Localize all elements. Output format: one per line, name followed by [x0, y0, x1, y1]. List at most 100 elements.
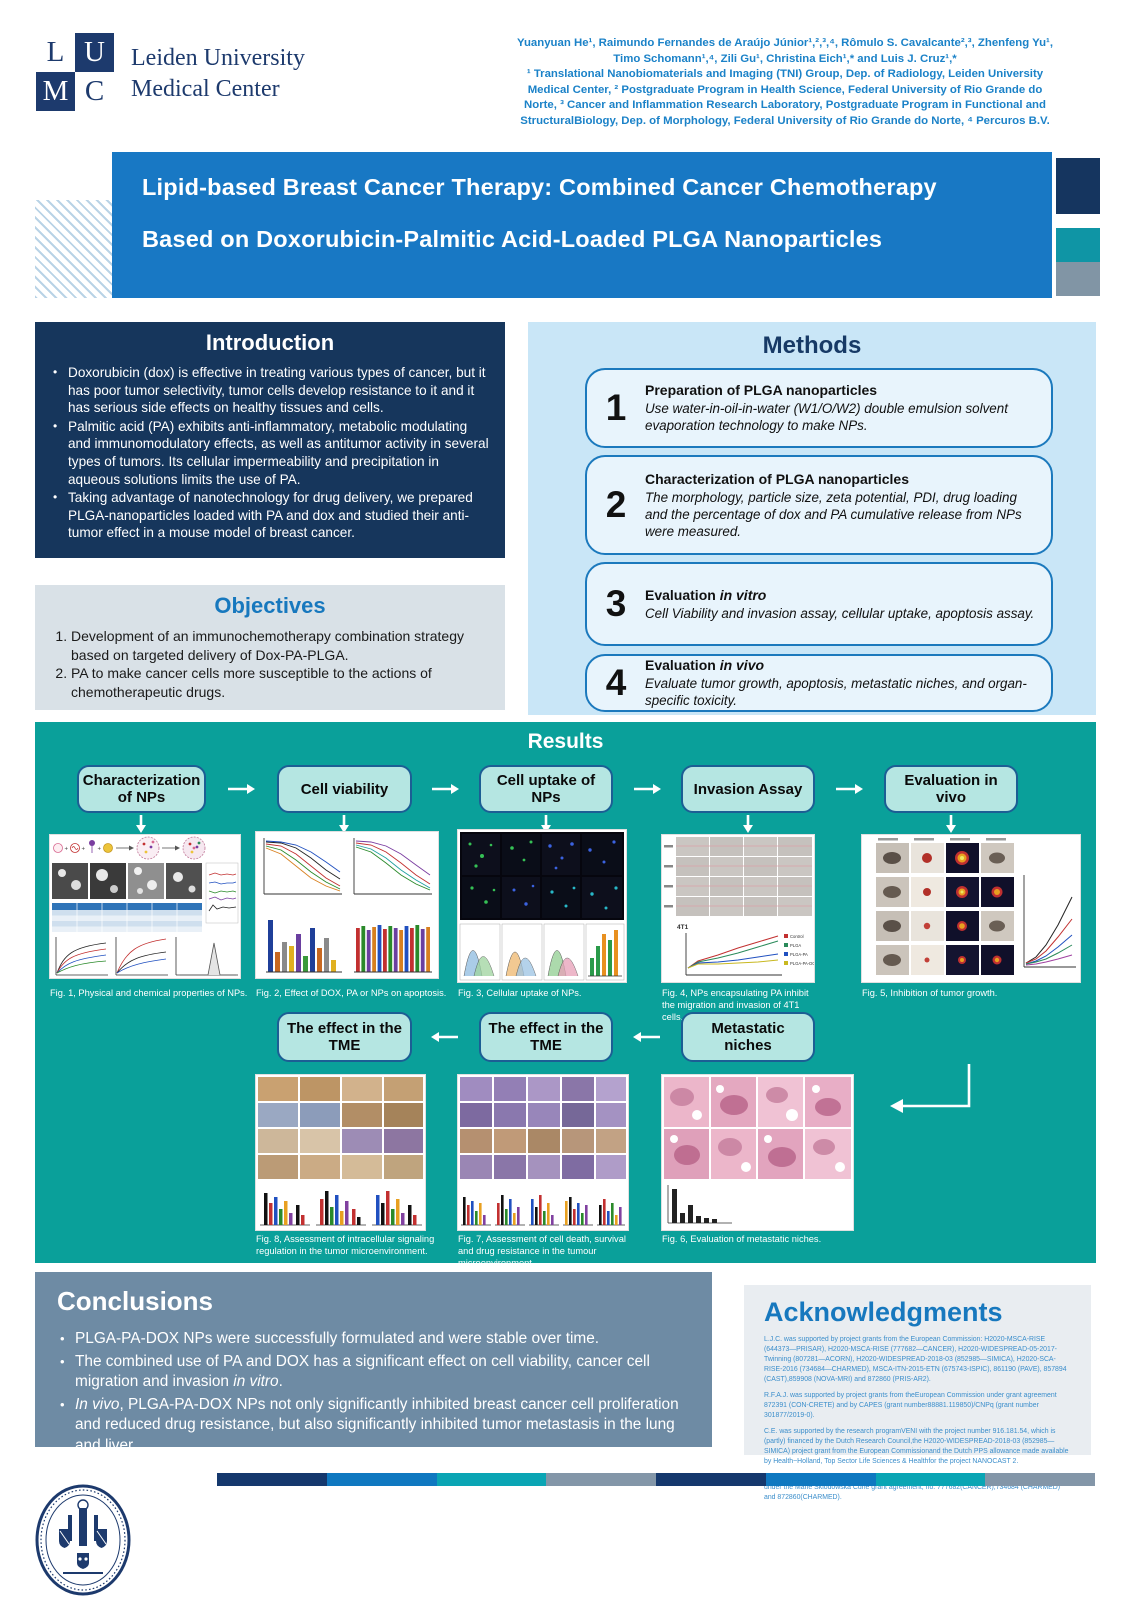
arrow-down-icon: [134, 815, 148, 839]
acknowledgments-paragraph: C.E. was supported by the research progr…: [764, 1428, 1069, 1465]
arrow-down-icon: [741, 815, 755, 839]
arrow-down-icon: [337, 815, 351, 839]
figure-8-panel: [256, 1075, 425, 1230]
conclusions-title: Conclusions: [57, 1286, 214, 1316]
lumc-logo-letter: L: [36, 33, 75, 72]
flow-box-effect-tme-1: The effect in the TME: [277, 1012, 412, 1062]
objectives-title: Objectives: [214, 593, 326, 618]
method-step-description: Use water-in-oil-in-water (W1/O/W2) doub…: [645, 401, 1008, 433]
banner-accent-square-gray: [1056, 262, 1100, 296]
method-step-title: Preparation of PLGA nanoparticles: [645, 382, 878, 398]
affiliations-line: ¹ Translational Nanobiomaterials and Ima…: [526, 68, 1044, 81]
fig4-legend-plga: PLGA: [790, 943, 801, 948]
figure-8-caption: Fig. 8, Assessment of intracellular sign…: [256, 1234, 435, 1256]
title-banner: Lipid-based Breast Cancer Therapy: Combi…: [112, 152, 1052, 298]
flow-box-invasion-assay: Invasion Assay: [681, 765, 815, 813]
introduction-bullet: Taking advantage of nanotechnology for d…: [51, 489, 489, 542]
figure-7-panel: [458, 1075, 628, 1230]
acknowledgments-title: Acknowledgments: [764, 1297, 1003, 1327]
fig4-cell-line-label: 4T1: [677, 924, 689, 931]
flow-box-evaluation-in-vivo: Evaluation in vivo: [884, 765, 1018, 813]
flow-box-effect-tme-2: The effect in the TME: [479, 1012, 613, 1062]
affiliations-line: StructuralBiology, Dep. of Morphology, F…: [520, 114, 1050, 127]
introduction-bullet: Doxorubicin (dox) is effective in treati…: [51, 364, 489, 417]
figure-2-caption: Fig. 2, Effect of DOX, PA or NPs on apop…: [256, 988, 447, 998]
introduction-list: Doxorubicin (dox) is effective in treati…: [51, 364, 489, 542]
arrow-elbow-left-icon: [887, 1062, 977, 1133]
figure-1-panel: + + +: [50, 835, 240, 978]
arrow-left-icon: [430, 1030, 460, 1049]
results-title: Results: [527, 730, 604, 753]
method-step-number: 2: [605, 484, 627, 525]
acknowledgments-paragraph: L.J.C. was supported by project grants f…: [764, 1336, 1067, 1383]
fig7-image: [460, 1077, 626, 1226]
objectives-item: PA to make cancer cells more susceptible…: [71, 664, 489, 701]
fig8-image: [258, 1077, 423, 1226]
conclusions-bullet: PLGA-PA-DOX NPs were successfully formul…: [57, 1329, 690, 1350]
arrow-down-icon: [539, 815, 553, 839]
conclusions-list: PLGA-PA-DOX NPs were successfully formul…: [57, 1329, 690, 1456]
lumc-logo-letter: C: [75, 72, 114, 111]
method-step-4: 4 Evaluation in vivo Evaluate tumor grow…: [585, 654, 1053, 712]
method-step-number: 3: [605, 583, 627, 624]
conclusions-bullet: In vivo, PLGA-PA-DOX NPs not only signif…: [57, 1395, 690, 1457]
objectives-item: Development of an immunochemotherapy com…: [71, 627, 489, 664]
figure-6-panel: [662, 1075, 853, 1230]
svg-text:+: +: [98, 847, 102, 853]
method-step-title-italic: in vivo: [719, 657, 765, 673]
method-step-2: 2 Characterization of PLGA nanoparticles…: [585, 455, 1053, 555]
figure-3-panel: [458, 830, 626, 982]
conclusions-section: Conclusions PLGA-PA-DOX NPs were success…: [35, 1272, 712, 1454]
leiden-university-seal: [33, 1483, 133, 1600]
fig4-legend-control: Control: [790, 934, 804, 939]
method-step-description: Cell Viability and invasion assay, cellu…: [645, 605, 1035, 621]
objectives-section: Objectives Development of an immunochemo…: [35, 585, 505, 710]
method-step-description: The morphology, particle size, zeta pote…: [645, 489, 1022, 539]
authors-block: Yuanyuan He¹, Raimundo Fernandes de Araú…: [470, 36, 1100, 130]
lumc-logo-letter: U: [75, 33, 114, 72]
authors-line: Timo Schomann¹,⁴, Zili Gu¹, Christina Ei…: [613, 52, 957, 65]
arrow-down-icon: [944, 815, 958, 839]
flow-box-cell-uptake: Cell uptake of NPs: [479, 765, 613, 813]
flow-box-metastatic-niches: Metastatic niches: [681, 1012, 815, 1062]
method-step-1: 1 Preparation of PLGA nanoparticles Use …: [585, 368, 1053, 448]
fig5-image: [876, 838, 1076, 975]
flow-box-characterization: Characterization of NPs: [77, 765, 206, 813]
fig3-image: [459, 832, 625, 981]
introduction-bullet: Palmitic acid (PA) exhibits anti-inflamm…: [51, 418, 489, 488]
method-step-title: Characterization of PLGA nanoparticles: [645, 470, 909, 487]
organization-name-line2: Medical Center: [131, 76, 280, 102]
poster-title-line2: Based on Doxorubicin-Palmitic Acid-Loade…: [142, 226, 883, 252]
method-step-number: 1: [605, 387, 627, 428]
figure-5-caption: Fig. 5, Inhibition of tumor growth.: [862, 988, 998, 998]
arrow-right-icon: [834, 782, 864, 801]
introduction-section: Introduction Doxorubicin (dox) is effect…: [35, 322, 505, 558]
figure-2-panel: [256, 832, 438, 978]
figure-3-caption: Fig. 3, Cellular uptake of NPs.: [458, 988, 582, 998]
method-step-3: 3 Evaluation in vitro Cell Viability and…: [585, 562, 1053, 646]
fig6-image: [664, 1077, 851, 1224]
conclusions-bullet: The combined use of PA and DOX has a sig…: [57, 1352, 690, 1393]
svg-text:+: +: [65, 847, 69, 853]
method-step-title-italic: in vitro: [719, 586, 767, 603]
figure-5-panel: [862, 835, 1080, 982]
figure-7-caption: Fig. 7, Assessment of cell death, surviv…: [458, 1234, 626, 1268]
banner-hatch-decoration: [35, 200, 112, 298]
method-step-title: Evaluation: [645, 657, 720, 673]
introduction-title: Introduction: [205, 330, 335, 355]
objectives-list: Development of an immunochemotherapy com…: [71, 627, 489, 701]
lumc-logo-letter: M: [36, 72, 75, 111]
svg-text:+: +: [82, 847, 86, 853]
methods-title: Methods: [762, 332, 862, 359]
arrow-left-icon: [632, 1030, 662, 1049]
results-section: Results Characterization of NPs Cell via…: [35, 722, 1096, 1268]
fig2-image: [263, 838, 432, 973]
footer-color-bar: [217, 1473, 1095, 1486]
organization-name: Leiden University Medical Center: [131, 43, 305, 105]
lumc-logo: L U M C: [36, 33, 114, 111]
methods-section: Methods 1 Preparation of PLGA nanopartic…: [528, 322, 1096, 715]
figure-4-caption: Fig. 4, NPs encapsulating PA inhibit the…: [662, 988, 809, 1022]
flow-box-cell-viability: Cell viability: [277, 765, 412, 813]
fig4-legend-plga-pa-dox: PLGA-PA-DOX: [790, 961, 814, 966]
